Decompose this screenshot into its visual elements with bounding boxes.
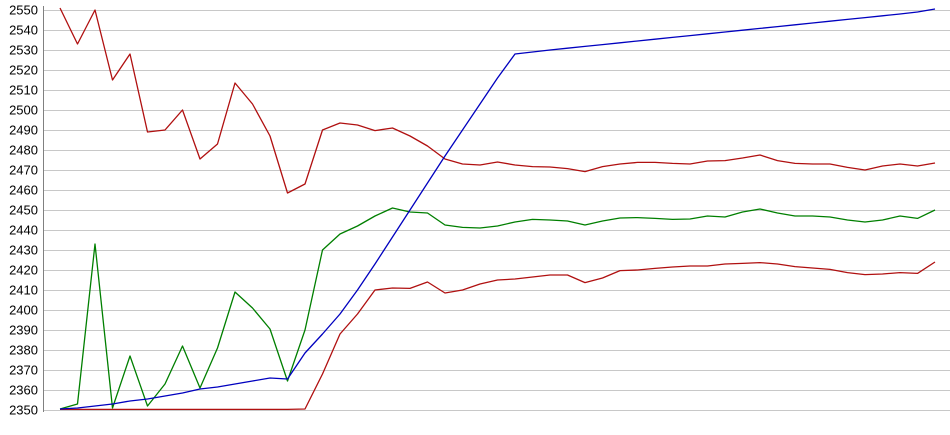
y-axis-tick-label: 2370	[9, 363, 38, 378]
y-axis-tick-label: 2460	[9, 183, 38, 198]
y-axis-tick-label: 2390	[9, 323, 38, 338]
y-axis-tick-label: 2410	[9, 283, 38, 298]
y-axis-tick-label: 2450	[9, 203, 38, 218]
series-green-line	[59, 207, 936, 410]
y-axis-tick-label: 2380	[9, 343, 38, 358]
y-axis-tick-label: 2430	[9, 243, 38, 258]
y-axis-tick-label: 2480	[9, 143, 38, 158]
y-axis-tick-label: 2510	[9, 83, 38, 98]
y-axis-tick-label: 2360	[9, 383, 38, 398]
y-axis-tick-label: 2530	[9, 43, 38, 58]
series-blue-line	[59, 8, 936, 410]
y-axis-tick-label: 2420	[9, 263, 38, 278]
y-axis-tick-label: 2540	[9, 23, 38, 38]
y-axis-tick-label: 2400	[9, 303, 38, 318]
y-axis-tick-label: 2550	[9, 3, 38, 18]
y-axis-tick-label: 2500	[9, 103, 38, 118]
y-axis-tick-label: 2520	[9, 63, 38, 78]
series-upper-red-line	[59, 7, 936, 194]
y-axis-tick-label: 2350	[9, 403, 38, 418]
y-axis-tick-label: 2470	[9, 163, 38, 178]
series-lower-red-line	[60, 261, 936, 411]
y-axis-tick-label: 2440	[9, 223, 38, 238]
y-axis-tick-label: 2490	[9, 123, 38, 138]
